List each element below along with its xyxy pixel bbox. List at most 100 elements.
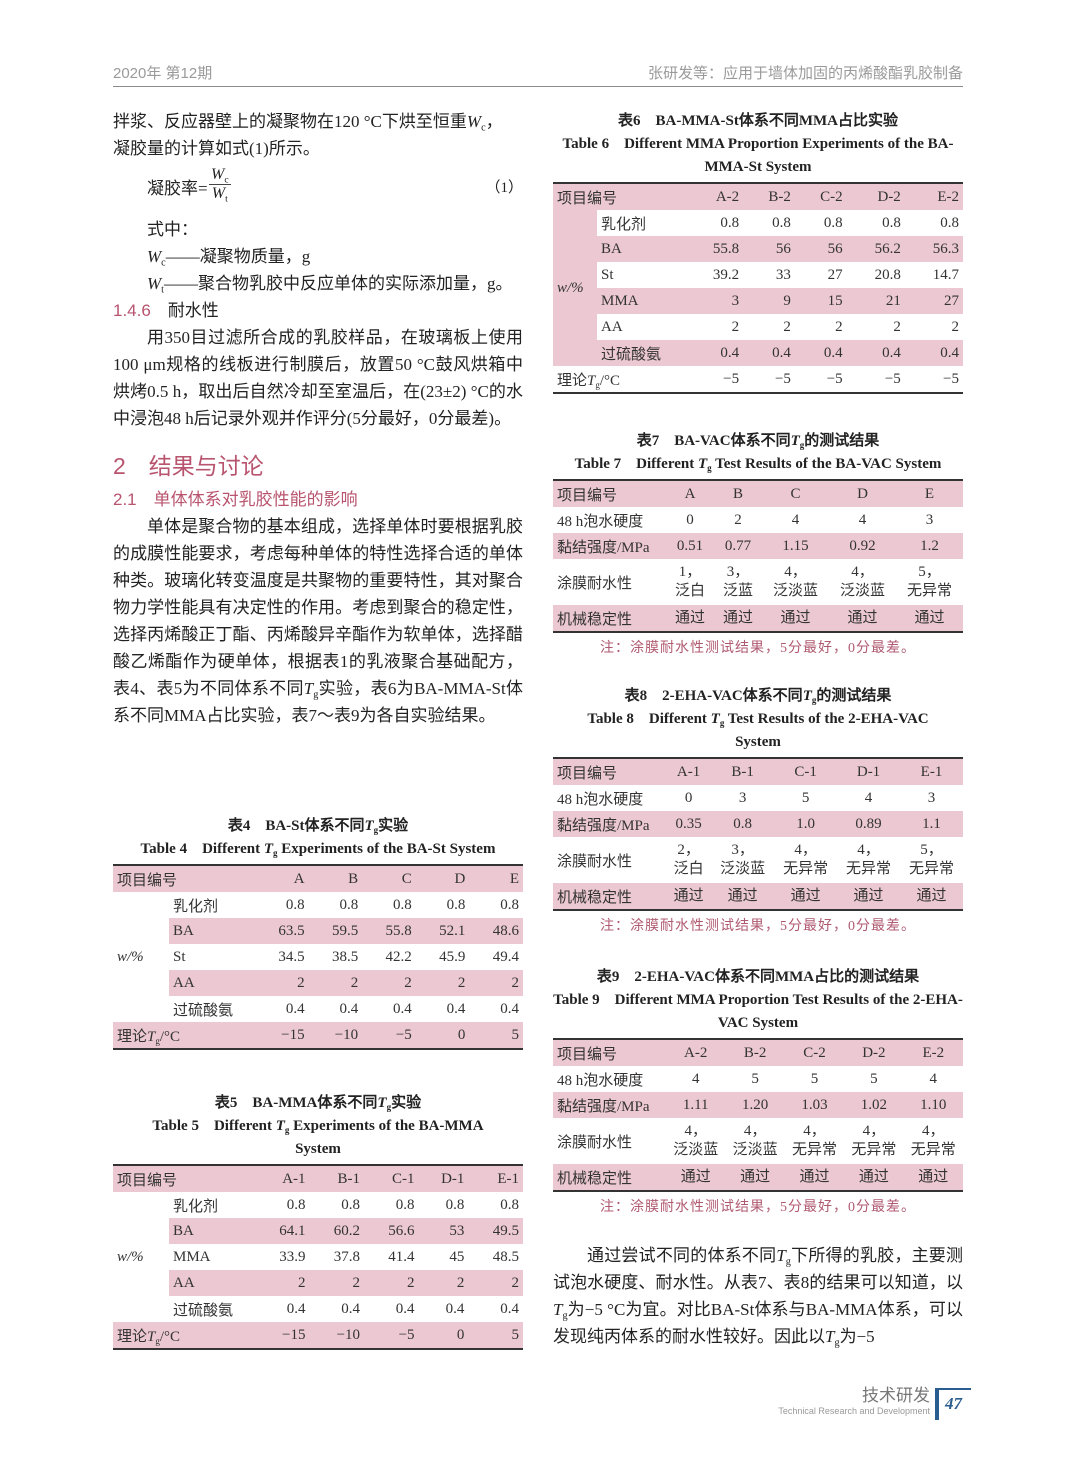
table-cell: 0.4 xyxy=(285,1000,305,1017)
table-cell: 1.02 xyxy=(844,1092,904,1118)
group-label: w/% xyxy=(117,1248,144,1265)
column-header: E xyxy=(895,480,963,507)
table-cell: 2 xyxy=(468,1270,523,1296)
table-8-block: 表8 2-EHA-VAC体系不同Tg的测试结果 Table 8 Differen… xyxy=(553,685,963,935)
table-cell: 33.9 xyxy=(279,1248,306,1265)
table-cell: 1.11 xyxy=(666,1092,726,1118)
table-header-row: 项目编号 A B C D E xyxy=(553,480,963,507)
table-6: 项目编号 A-2 B-2 C-2 D-2 E-2 w/% 乳化剂 0.8 0.8 0.8 0.8 0.8… xyxy=(553,182,963,394)
column-header: B-2 xyxy=(743,183,795,210)
table-cell: 9 xyxy=(743,288,795,314)
table-cell: 5 xyxy=(751,1070,759,1087)
column-header: D-2 xyxy=(846,183,905,210)
column-header: A xyxy=(255,865,309,892)
column-header: B xyxy=(308,865,363,892)
table-cell: 49.5 xyxy=(468,1218,523,1244)
row-label: 乳化剂 xyxy=(173,898,219,915)
table-cell: 39.2 xyxy=(712,266,740,283)
column-header: A-1 xyxy=(255,1165,310,1192)
table-cell: 通过 xyxy=(895,605,963,632)
column-header: C-2 xyxy=(784,1039,845,1066)
table-4-block: 表4 BA-St体系不同Tg实验 Table 4 Different Tg Ex… xyxy=(113,815,523,1050)
column-header: B-2 xyxy=(725,1039,785,1066)
column-header: D-2 xyxy=(844,1039,904,1066)
row-label: 48 h泡水硬度 xyxy=(557,1072,644,1089)
table-header-cell: 项目编号 xyxy=(553,758,666,785)
journal-issue: 2020年 第12期 xyxy=(113,65,213,82)
table-caption-cn: 表9 2-EHA-VAC体系不同MMA占比的测试结果 xyxy=(596,969,920,985)
table-cell: −5 xyxy=(364,1322,419,1349)
table-row: AA 2 2 2 2 2 xyxy=(113,970,523,996)
column-header: E-1 xyxy=(900,758,963,785)
group-label: w/% xyxy=(553,210,597,366)
table-cell: 38.5 xyxy=(331,948,359,965)
table-cell: 通过 xyxy=(666,883,712,910)
paragraph: 单体是聚合物的基本组成，选择单体时要根据乳胶的成膜性能要求，考虑每种单体的特性选… xyxy=(113,517,524,725)
row-label: BA xyxy=(169,918,255,944)
column-header: B-1 xyxy=(309,1165,365,1192)
table-row: 黏结强度/MPa 1.11 1.20 1.03 1.02 1.10 xyxy=(553,1092,963,1118)
table-row: 机械稳定性 通过 通过 通过 通过 通过 xyxy=(553,883,963,910)
column-header: A-2 xyxy=(666,1039,726,1066)
section-title: 结果与讨论 xyxy=(148,453,264,479)
table-cell: 15 xyxy=(794,288,847,314)
table-cell: 0.89 xyxy=(837,811,900,837)
table-cell: 53 xyxy=(418,1218,469,1244)
table-cell: 5 xyxy=(468,1322,523,1349)
table-9-block: 表9 2-EHA-VAC体系不同MMA占比的测试结果 Table 9 Diffe… xyxy=(553,966,963,1216)
table-cell: 3 xyxy=(925,511,934,528)
table-row: BA 63.5 59.5 55.8 52.1 48.6 xyxy=(113,918,523,944)
table-cell: 4， 泛淡蓝 xyxy=(673,1123,719,1158)
table-cell: −5 xyxy=(362,1022,416,1049)
running-title: 张研发等：应用于墙体加固的丙烯酸酯乳胶制备 xyxy=(647,65,963,82)
table-cell: 0.8 xyxy=(393,896,412,913)
table-cell: 通过 xyxy=(711,883,775,910)
table-cell: 0.4 xyxy=(846,340,905,366)
table-cell: 0.4 xyxy=(904,340,963,366)
table-cell: 55.8 xyxy=(685,236,744,262)
table-cell: 1， 泛白 xyxy=(675,564,706,599)
table-cell: 45 xyxy=(449,1248,465,1265)
table-cell: 64.1 xyxy=(255,1218,310,1244)
column-header: D xyxy=(415,865,470,892)
table-cell: 0.8 xyxy=(285,896,305,913)
row-label: 黏结强度/MPa xyxy=(553,1092,666,1118)
table-cell: 0.4 xyxy=(339,1000,359,1017)
section-number: 1.4.6 xyxy=(113,301,151,320)
table-footer-row: 理论Tg/°C −15 −10 −5 0 5 xyxy=(113,1322,523,1349)
table-cell: 4， 泛淡蓝 xyxy=(773,564,819,599)
table-cell: 2， 泛白 xyxy=(673,842,704,877)
table-caption-cn: 表7 BA-VAC体系不同Tg的测试结果 xyxy=(636,433,880,451)
table-cell: −5 xyxy=(943,370,959,387)
table-header-cell: 项目编号 xyxy=(553,183,685,210)
table-caption-cn: 表5 BA-MMA体系不同Tg实验 xyxy=(214,1095,422,1113)
table-cell: 4， 无异常 xyxy=(846,842,892,877)
table-cell: 2 xyxy=(835,318,843,335)
section-heading-1-4-6: 1.4.6 耐水性 xyxy=(113,297,523,324)
table-cell: 60.2 xyxy=(309,1218,365,1244)
row-label: 机械稳定性 xyxy=(553,1164,666,1191)
table-cell: 3 xyxy=(927,789,936,806)
paragraph: 用350目过滤所合成的乳胶样品，在玻璃板上使用100 μm规格的线板进行制膜后，… xyxy=(113,328,523,428)
table-cell: 4 xyxy=(691,1070,700,1087)
row-label: 48 h泡水硬度 xyxy=(557,513,644,530)
table-cell: 0.4 xyxy=(395,1300,415,1317)
table-header-cell: 项目编号 xyxy=(553,480,666,507)
column-header: E-2 xyxy=(904,183,963,210)
table-cell: 0.8 xyxy=(823,214,843,231)
table-cell: 48.5 xyxy=(492,1248,519,1265)
table-cell: 2 xyxy=(255,1270,310,1296)
table-cell: 1.10 xyxy=(903,1092,963,1118)
table-cell: 2 xyxy=(364,1270,419,1296)
table-cell: 通过 xyxy=(903,1164,963,1191)
table-cell: 2 xyxy=(734,511,742,528)
table-row: 48 h泡水硬度 4 5 5 5 4 xyxy=(553,1066,963,1092)
row-label: 黏结强度/MPa xyxy=(553,533,666,559)
footer-section-en: Technical Research and Development xyxy=(778,1406,930,1416)
row-label: 机械稳定性 xyxy=(553,883,666,910)
table-row: St 39.2 33 27 20.8 14.7 xyxy=(553,262,963,288)
table-cell: 5 xyxy=(870,1070,878,1087)
column-header: D-1 xyxy=(837,758,900,785)
table-cell: 4 xyxy=(791,511,800,528)
table-cell: 49.4 xyxy=(492,948,519,965)
